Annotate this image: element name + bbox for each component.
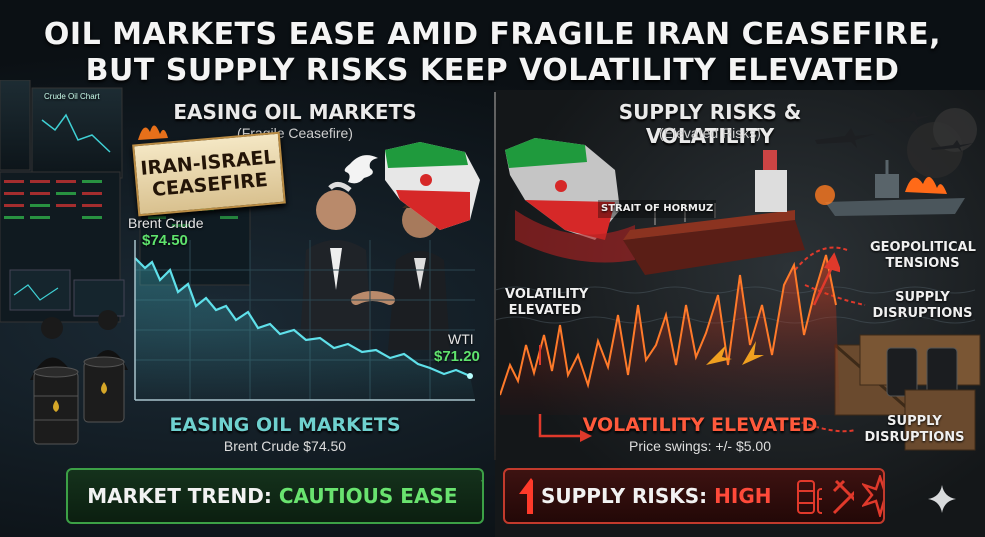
crossed-guns-icon [832,479,854,515]
supply-label-2-line-2: DISRUPTIONS [864,430,965,445]
brent-label: Brent Crude [128,215,204,231]
oil-barrels-icon [796,480,822,514]
geo-label-line-2: TENSIONS [885,256,960,271]
supply-risks-value: HIGH [714,484,772,508]
geopolitical-tensions-label: GEOPOLITICAL TENSIONS [870,240,976,272]
volatility-label-line-1: VOLATILITY [505,287,589,302]
headline-line-1: OIL MARKETS EASE AMID FRAGILE IRAN CEASE… [43,17,942,52]
geo-label-line-1: GEOPOLITICAL [870,240,976,255]
supply-label-2-line-1: SUPPLY [887,414,942,429]
supply-disruptions-label-2: SUPPLY DISRUPTIONS [862,414,967,446]
supply-label-1-line-1: SUPPLY [895,290,950,305]
trading-floor-illustration [0,80,480,445]
left-panel-title: EASING OIL MARKETS [173,100,417,124]
market-trend-value: CAUTIOUS EASE [278,484,458,508]
supply-label-1-line-2: DISRUPTIONS [872,306,973,321]
wti-price: $71.20 [434,348,480,365]
up-arrow-icon [519,478,533,514]
easing-markets-title: EASING OIL MARKETS [169,414,401,436]
right-panel-subtitle: (Elevated Risks) [659,125,761,141]
brent-price: $74.50 [142,232,188,249]
supply-risk-illustration [495,108,981,451]
panel-divider [494,92,496,460]
headline-line-2: BUT SUPPLY RISKS KEEP VOLATILITY ELEVATE… [85,53,900,88]
right-panel-title: SUPPLY RISKS & VOLATILITY [618,100,802,148]
volatility-elevated-title: VOLATILITY ELEVATED [582,414,818,436]
oil-barrel-icon [33,366,79,445]
volatility-chart [500,252,840,415]
declining-chart-icon [480,479,482,514]
dove-icon [344,155,378,184]
market-trend-status: MARKET TREND: CAUTIOUS EASE [66,468,484,524]
sparkle-icon [928,485,956,513]
supply-risks-key: SUPPLY RISKS: [541,484,715,508]
ceasefire-banner: IRAN-ISRAEL CEASEFIRE [132,131,286,217]
market-trend-key: MARKET TREND: [87,484,279,508]
price-swings-subtitle: Price swings: +/- $5.00 [628,438,771,454]
strait-of-hormuz-label: STRAIT OF HORMUZ [598,200,717,218]
wti-label: WTI [448,331,474,347]
volatility-label-line-2: ELEVATED [508,303,582,318]
explosion-icon [862,475,883,517]
supply-risks-status: SUPPLY RISKS: HIGH [503,468,885,524]
monitor-caption: Crude Oil Chart [44,92,100,101]
volatility-elevated-label: VOLATILITY ELEVATED [505,287,589,319]
supply-disruptions-label-1: SUPPLY DISRUPTIONS [870,290,975,322]
brent-price-chart [134,240,475,401]
down-arrow-icon [77,498,78,499]
volatility-arrow [538,414,592,442]
easing-markets-subtitle: Brent Crude $74.50 [223,438,347,454]
